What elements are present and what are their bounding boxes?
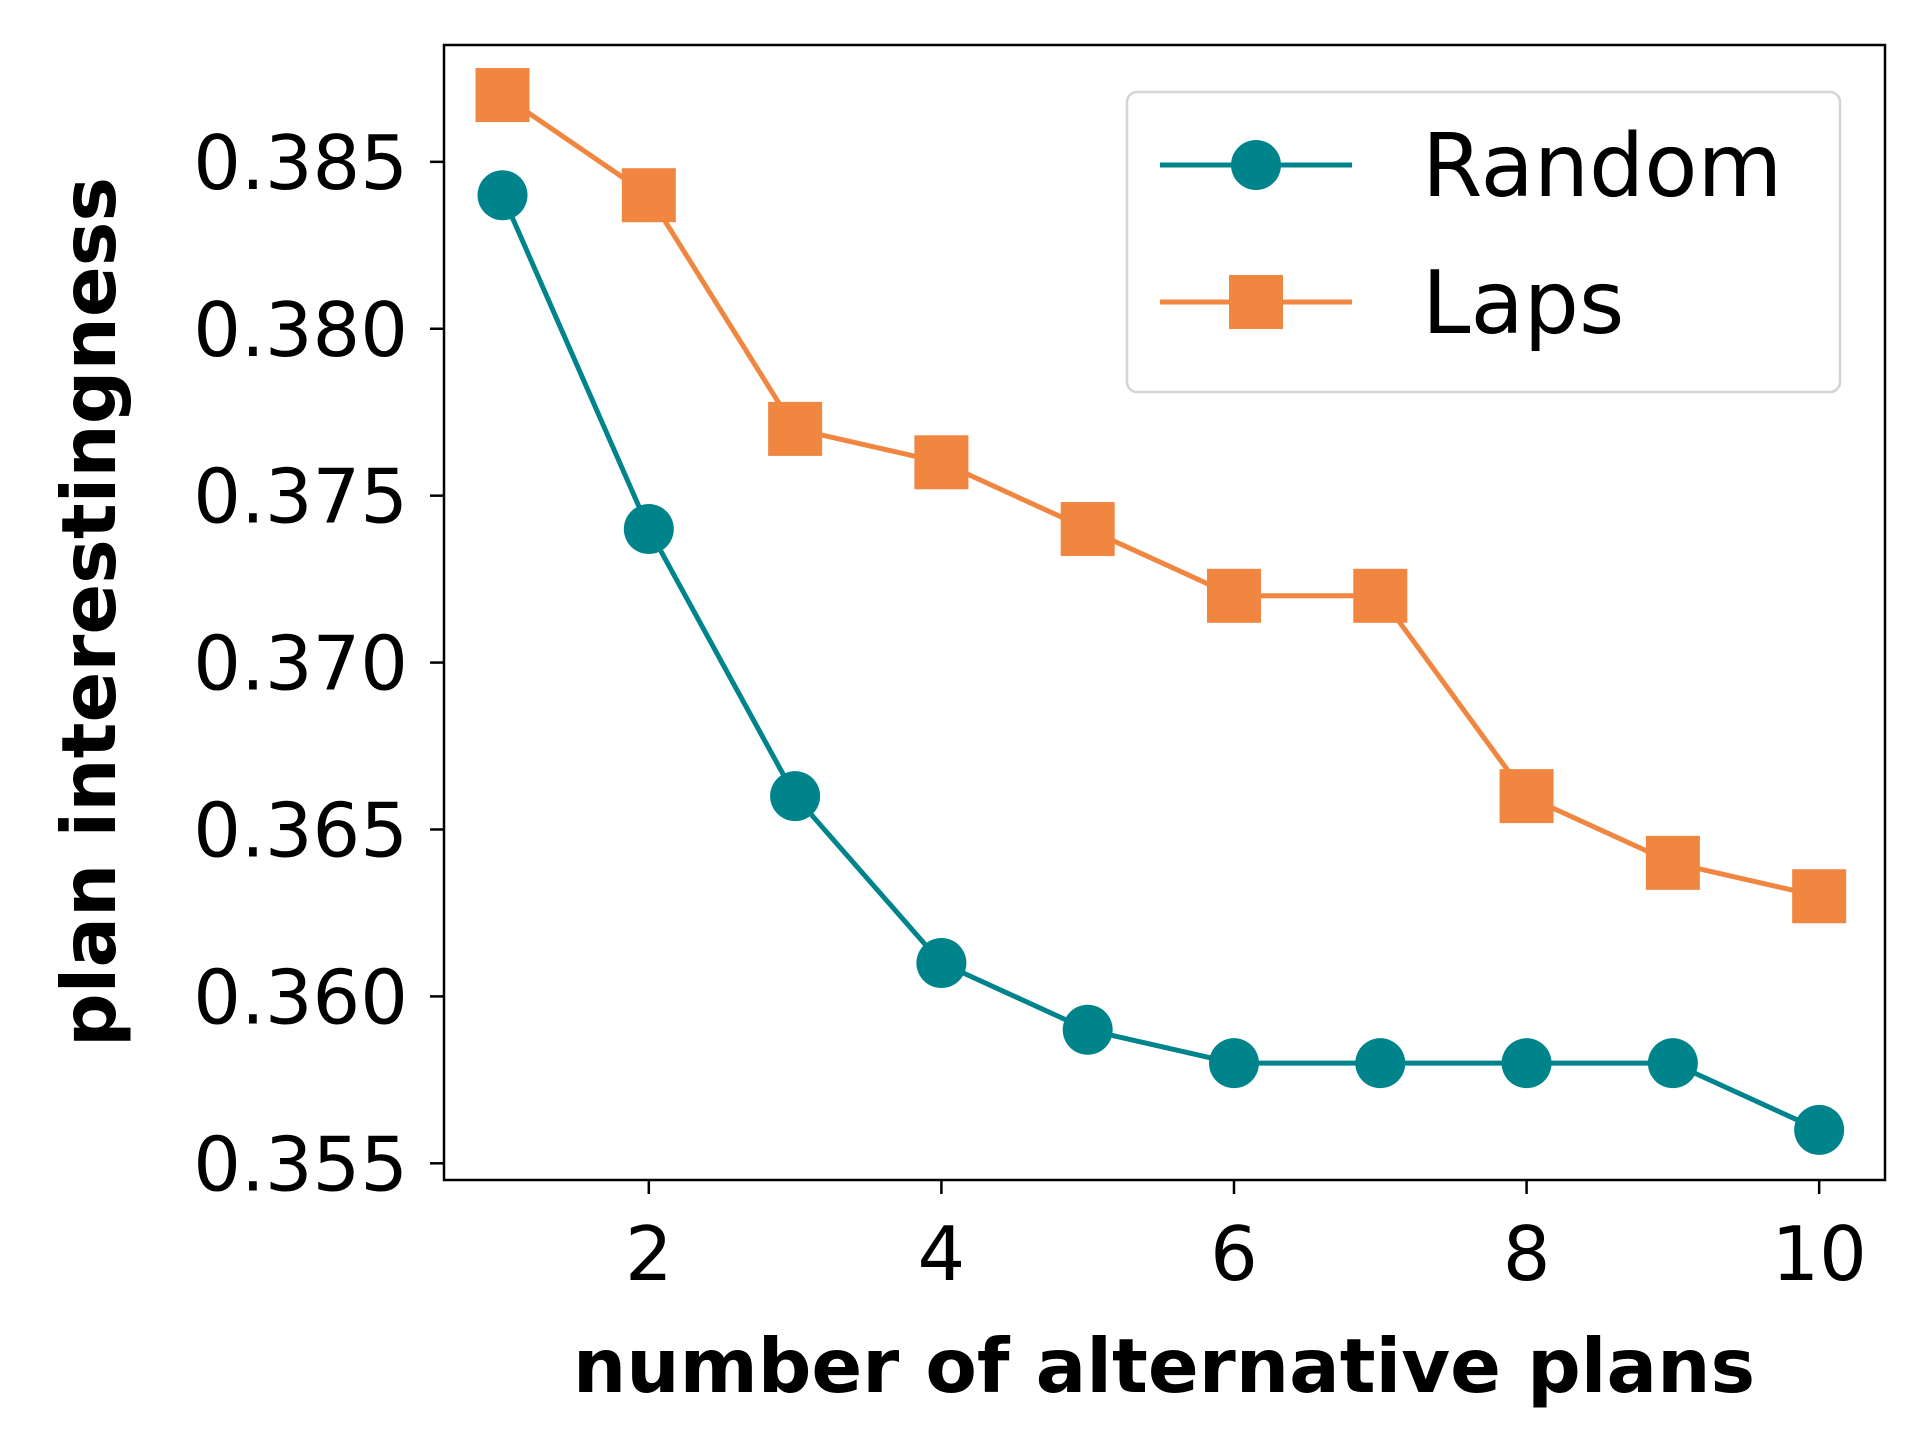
data-point-laps xyxy=(914,435,969,490)
data-point-laps xyxy=(1206,568,1261,623)
data-point-random xyxy=(1208,1038,1259,1089)
x-tick-label: 2 xyxy=(625,1210,673,1298)
data-point-random xyxy=(1062,1004,1113,1055)
data-point-random xyxy=(1501,1038,1552,1089)
y-tick-label: 0.375 xyxy=(193,453,408,541)
data-point-laps xyxy=(475,68,530,123)
plot-frame xyxy=(442,43,1887,1182)
data-point-random xyxy=(916,938,967,989)
legend: Random Laps xyxy=(1125,90,1842,394)
legend-label-laps: Laps xyxy=(1422,252,1624,354)
x-tick-label: 4 xyxy=(918,1210,966,1298)
y-tick-label: 0.385 xyxy=(193,119,408,207)
y-tick-label: 0.355 xyxy=(193,1120,408,1208)
plot-area xyxy=(475,68,1847,1155)
data-point-random xyxy=(1794,1104,1845,1155)
y-tick-label: 0.370 xyxy=(193,620,408,708)
legend-marker-random xyxy=(1231,140,1281,190)
data-point-random xyxy=(477,170,528,221)
data-point-random xyxy=(1355,1038,1406,1089)
data-point-laps xyxy=(1792,869,1847,924)
y-tick-label: 0.365 xyxy=(193,786,408,874)
data-point-laps xyxy=(621,168,676,223)
series-line-random xyxy=(500,194,1821,1133)
data-point-laps xyxy=(1060,502,1115,557)
legend-marker-laps xyxy=(1229,275,1283,329)
data-point-random xyxy=(770,771,821,822)
data-point-random xyxy=(1647,1038,1698,1089)
legend-label-random: Random xyxy=(1422,115,1782,217)
series-line-laps xyxy=(501,93,1820,899)
data-point-laps xyxy=(1353,568,1408,623)
x-tick-label: 6 xyxy=(1210,1210,1258,1298)
x-axis: 2 4 6 8 10 xyxy=(625,1180,1867,1298)
data-point-laps xyxy=(768,401,823,456)
y-tick-label: 0.360 xyxy=(193,953,408,1041)
y-tick-label: 0.380 xyxy=(193,286,408,374)
x-tick-label: 8 xyxy=(1503,1210,1551,1298)
data-point-laps xyxy=(1499,769,1554,824)
x-axis-title: number of alternative plans xyxy=(573,1322,1755,1410)
data-point-laps xyxy=(1645,835,1700,890)
y-axis: 0.355 0.360 0.365 0.370 0.375 0.380 0.385 xyxy=(193,119,444,1208)
y-axis-title: plan interestingness xyxy=(45,177,133,1047)
data-point-random xyxy=(623,504,674,555)
x-tick-label: 10 xyxy=(1771,1210,1866,1298)
